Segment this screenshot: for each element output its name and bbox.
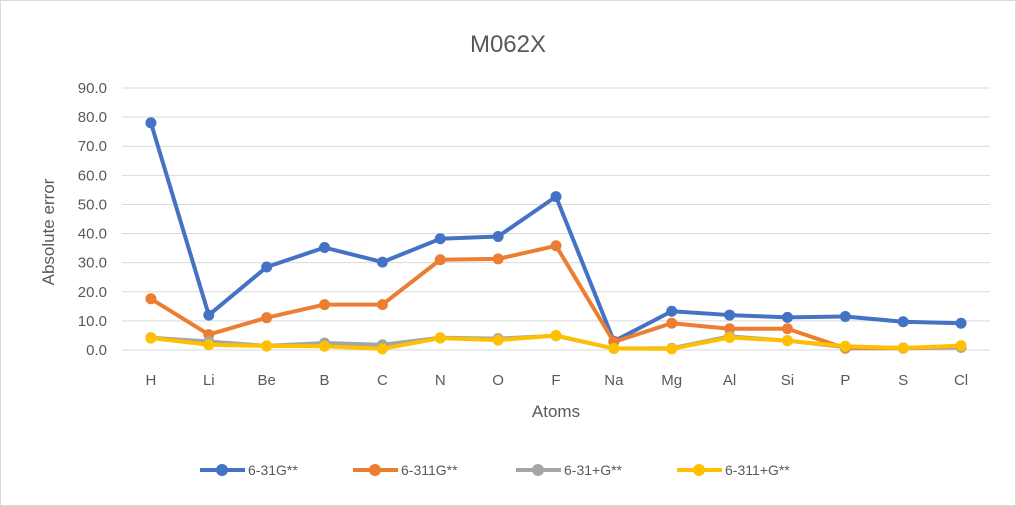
data-point	[434, 332, 446, 344]
data-point	[666, 305, 678, 317]
data-point	[781, 335, 793, 347]
data-point	[666, 317, 678, 329]
data-point	[145, 117, 157, 129]
x-axis-label: Atoms	[532, 402, 580, 421]
y-tick-label: 80.0	[78, 109, 107, 126]
legend-item: 6-311+G**	[677, 462, 790, 478]
x-tick-label: Li	[203, 372, 215, 389]
data-point	[724, 331, 736, 343]
series-line	[148, 120, 964, 344]
data-point	[839, 340, 851, 352]
series-4	[145, 329, 967, 355]
x-tick-label: Al	[723, 372, 736, 389]
legend-marker-icon	[532, 464, 544, 476]
y-tick-label: 90.0	[78, 80, 107, 97]
data-point	[376, 256, 388, 268]
data-point	[261, 340, 273, 352]
x-tick-label: Si	[781, 372, 794, 389]
x-tick-label: N	[435, 372, 446, 389]
data-point	[550, 240, 562, 252]
data-point	[781, 323, 793, 335]
legend-marker-icon	[216, 464, 228, 476]
legend-label: 6-311G**	[401, 462, 458, 478]
data-point	[145, 293, 157, 305]
series-1	[145, 117, 967, 347]
data-point	[897, 342, 909, 354]
data-point	[492, 230, 504, 242]
data-point	[376, 299, 388, 311]
data-point	[666, 343, 678, 355]
x-tick-label: C	[377, 372, 388, 389]
x-axis-ticks: H Li Be B C N O F Na Mg Al Si P S Cl	[146, 372, 969, 389]
legend-marker-icon	[693, 464, 705, 476]
y-tick-label: 70.0	[78, 138, 107, 155]
data-point	[203, 309, 215, 321]
legend-label: 6-31G**	[248, 462, 298, 478]
data-point	[376, 343, 388, 355]
data-point	[955, 317, 967, 329]
x-tick-label: Be	[257, 372, 275, 389]
legend-item: 6-31G**	[200, 462, 298, 478]
data-point	[319, 299, 331, 311]
x-tick-label: B	[320, 372, 330, 389]
x-tick-label: P	[840, 372, 850, 389]
legend-item: 6-31+G**	[516, 462, 623, 478]
y-axis-label: Absolute error	[39, 178, 58, 285]
data-point	[955, 340, 967, 352]
y-tick-label: 30.0	[78, 255, 107, 272]
data-point	[492, 334, 504, 346]
y-tick-label: 40.0	[78, 226, 107, 243]
data-point	[897, 316, 909, 328]
chart-title: M062X	[470, 31, 546, 58]
gridlines	[122, 87, 990, 351]
data-point	[145, 332, 157, 344]
y-tick-label: 20.0	[78, 284, 107, 301]
data-point	[261, 261, 273, 273]
legend-label: 6-311+G**	[725, 462, 790, 478]
data-point	[839, 311, 851, 323]
legend-marker-icon	[369, 464, 381, 476]
y-axis-ticks: 0.0 10.0 20.0 30.0 40.0 50.0 60.0 70.0 80.0 90.0	[78, 80, 107, 359]
data-point	[319, 340, 331, 352]
data-point	[550, 191, 562, 203]
series-lines	[145, 117, 967, 355]
y-tick-label: 50.0	[78, 196, 107, 213]
data-point	[492, 253, 504, 265]
y-tick-label: 0.0	[86, 342, 107, 359]
data-point	[261, 312, 273, 324]
x-tick-label: Mg	[661, 372, 682, 389]
y-tick-label: 60.0	[78, 167, 107, 184]
data-point	[203, 339, 215, 351]
x-tick-label: F	[551, 372, 560, 389]
data-point	[781, 311, 793, 323]
data-point	[434, 233, 446, 245]
data-point	[608, 343, 620, 355]
x-tick-label: Na	[604, 372, 624, 389]
data-point	[724, 323, 736, 335]
x-tick-label: S	[898, 372, 908, 389]
data-point	[550, 329, 562, 341]
x-tick-label: H	[146, 372, 157, 389]
data-point	[724, 309, 736, 321]
x-tick-label: Cl	[954, 372, 968, 389]
legend: 6-31G** 6-311G** 6-31+G** 6-311+G**	[200, 462, 790, 478]
y-tick-label: 10.0	[78, 313, 107, 330]
x-tick-label: O	[492, 372, 504, 389]
data-point	[434, 254, 446, 266]
legend-item: 6-311G**	[353, 462, 458, 478]
data-point	[319, 242, 331, 254]
legend-label: 6-31+G**	[564, 462, 623, 478]
